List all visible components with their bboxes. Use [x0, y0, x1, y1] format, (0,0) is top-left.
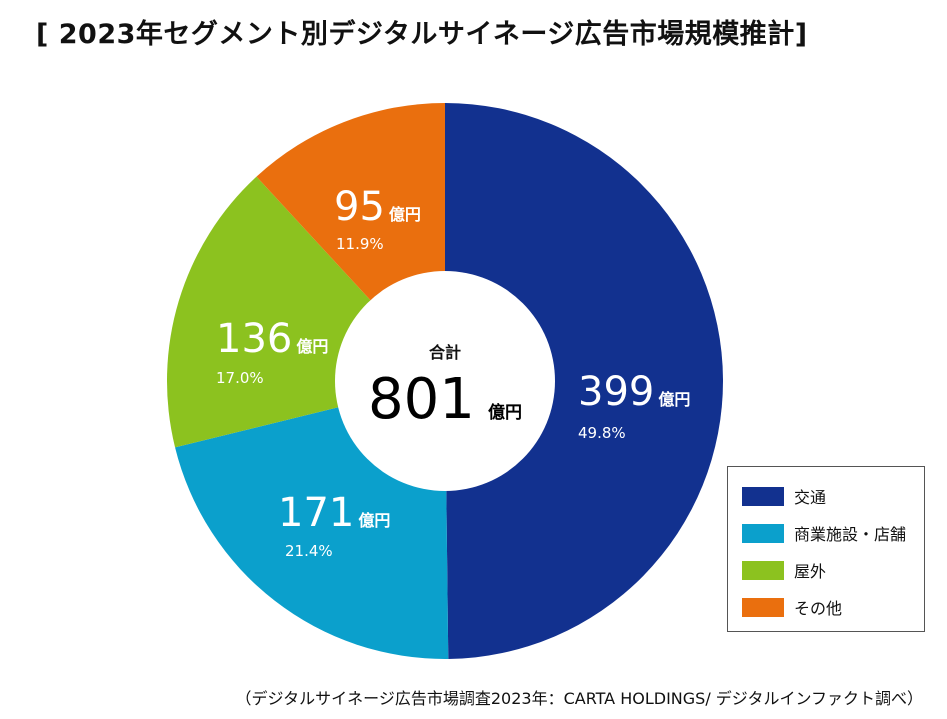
legend-label-commercial: 商業施設・店舗	[794, 525, 907, 544]
slice-transit	[445, 103, 724, 659]
legend-item-transit: 交通	[742, 485, 826, 507]
value-number-commercial: 171	[278, 490, 354, 536]
legend-label-transit: 交通	[794, 488, 827, 507]
value-number-outdoor: 136	[216, 316, 292, 362]
value-unit-commercial: 億円	[358, 511, 390, 530]
percent-label-commercial: 21.4%	[285, 542, 333, 560]
donut-hole	[335, 271, 555, 491]
legend-label-other: その他	[794, 599, 843, 618]
legend-swatch-other	[742, 597, 784, 617]
legend-item-other: その他	[742, 596, 842, 618]
value-label-commercial: 171 億円	[278, 490, 390, 536]
percent-label-outdoor: 17.0%	[216, 369, 264, 387]
center-total-value: 801	[368, 367, 475, 432]
center-total-label: 合計	[429, 343, 461, 362]
value-number-other: 95	[334, 184, 385, 230]
value-number-transit: 399	[578, 369, 654, 415]
percent-label-other: 11.9%	[336, 235, 384, 253]
legend-item-commercial: 商業施設・店舗	[742, 522, 906, 544]
legend-swatch-outdoor	[742, 560, 784, 580]
source-note: （デジタルサイネージ広告市場調査2023年：CARTA HOLDINGS/ デジ…	[235, 689, 924, 708]
legend-swatch-commercial	[742, 523, 784, 543]
center-total: 801 億円	[368, 367, 522, 432]
value-unit-outdoor: 億円	[296, 337, 328, 356]
legend-swatch-transit	[742, 486, 784, 506]
center-total-unit: 億円	[488, 402, 522, 423]
chart-title: [ 2023年セグメント別デジタルサイネージ広告市場規模推計]	[36, 19, 808, 50]
legend-item-outdoor: 屋外	[742, 559, 826, 581]
value-unit-other: 億円	[389, 205, 421, 224]
value-label-transit: 399 億円	[578, 369, 690, 415]
percent-label-transit: 49.8%	[578, 424, 626, 442]
legend-label-outdoor: 屋外	[794, 562, 827, 581]
value-label-outdoor: 136 億円	[216, 316, 328, 362]
value-label-other: 95 億円	[334, 184, 421, 230]
chart-legend: 交通商業施設・店舗 屋外その他	[727, 466, 925, 632]
value-unit-transit: 億円	[658, 390, 690, 409]
